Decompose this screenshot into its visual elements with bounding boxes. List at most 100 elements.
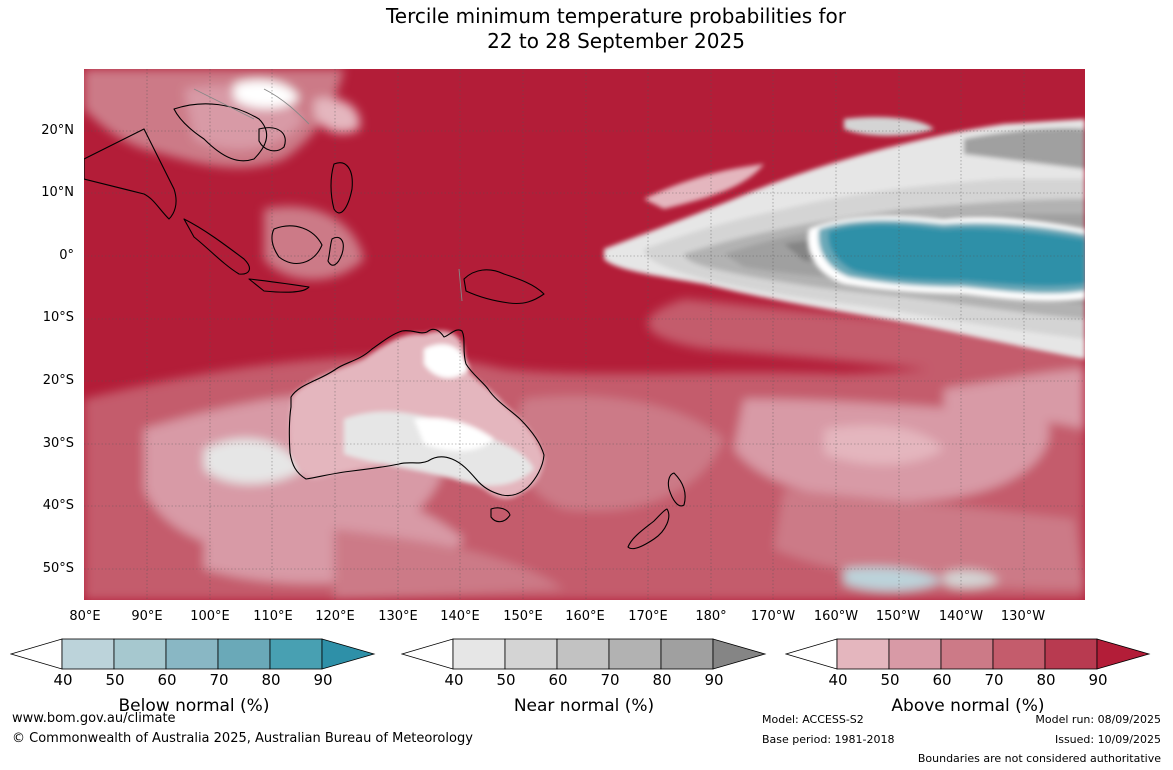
- colorbar-segment: [888, 638, 942, 670]
- colorbar-title-near: Near normal (%): [513, 696, 655, 716]
- colorbar-title-above: Above normal (%): [891, 696, 1045, 716]
- colorbar-tick: 80: [261, 671, 281, 689]
- new-guinea-coast: [463, 269, 545, 305]
- lon-label: 130°W: [1000, 609, 1046, 624]
- lon-label: 100°E: [190, 609, 230, 624]
- colorbar-tick: 80: [652, 671, 672, 689]
- colorbar-tick: 40: [444, 671, 464, 689]
- probability-map: [84, 69, 1085, 600]
- colorbar-tick: 60: [548, 671, 568, 689]
- colorbar-cap-high: [321, 638, 376, 670]
- map-canvas: [84, 69, 1085, 600]
- colorbar-above-normal: [785, 638, 1151, 670]
- coastlines: [84, 103, 686, 550]
- colorbar-tick: 80: [1036, 671, 1056, 689]
- footer-url[interactable]: www.bom.gov.au/climate: [12, 711, 176, 726]
- colorbar-segment: [940, 638, 994, 670]
- asia-mainland-coast: [84, 128, 177, 220]
- colorbar-segment: [836, 638, 890, 670]
- lon-label: 80°E: [69, 609, 101, 624]
- colorbar-tick: 90: [704, 671, 724, 689]
- colorbar-segment: [660, 638, 714, 670]
- grid-lines: [84, 69, 1085, 600]
- colorbar-segment: [1044, 638, 1098, 670]
- southern-field: [84, 299, 1085, 600]
- colorbar-tick: 90: [1088, 671, 1108, 689]
- lon-label: 120°E: [315, 609, 355, 624]
- colorbar-tick: 60: [932, 671, 952, 689]
- sumatra-coast: [183, 218, 250, 275]
- footer-issued: Issued: 10/09/2025: [1054, 733, 1161, 746]
- colorbar-segment: [113, 638, 167, 670]
- lon-label: 150°W: [875, 609, 921, 624]
- lat-label: 50°S: [42, 561, 74, 576]
- lat-label: 0°: [59, 248, 74, 263]
- colorbar-tick: 90: [313, 671, 333, 689]
- hainan-coast: [258, 127, 286, 152]
- australia-field: [289, 330, 544, 499]
- footer-copyright: © Commonwealth of Australia 2025, Austra…: [12, 731, 473, 746]
- colorbar-tick: 40: [828, 671, 848, 689]
- title-line-1: Tercile minimum temperature probabilitie…: [385, 4, 847, 28]
- australia-coast: [288, 328, 545, 497]
- nz-south-coast: [627, 508, 670, 550]
- colorbar-segment: [165, 638, 219, 670]
- colorbar-title-below: Below normal (%): [118, 696, 270, 716]
- borneo-coast: [271, 225, 323, 265]
- lon-label: 140°W: [938, 609, 984, 624]
- philippines-coast: [330, 162, 353, 214]
- colorbar-cap-low: [401, 638, 454, 670]
- colorbar-segment: [556, 638, 610, 670]
- map-title: Tercile minimum temperature probabilitie…: [0, 4, 1173, 54]
- footer-model: Model: ACCESS-S2: [762, 713, 864, 726]
- lon-label: 170°W: [750, 609, 796, 624]
- colorbar-tick: 60: [157, 671, 177, 689]
- tasmania-coast: [490, 507, 511, 523]
- pacific-below-normal: [807, 216, 1085, 302]
- lon-label: 180°: [695, 609, 727, 624]
- colorbar-segment: [608, 638, 662, 670]
- sulawesi-coast: [327, 236, 344, 266]
- colorbar-tick: 50: [496, 671, 516, 689]
- colorbar-segment: [452, 638, 506, 670]
- lat-label: 20°S: [42, 373, 74, 388]
- colorbar-cap-high: [712, 638, 767, 670]
- java-coast: [248, 278, 310, 293]
- nz-north-coast: [667, 472, 686, 507]
- lat-label: 30°S: [42, 436, 74, 451]
- colorbar-segment: [504, 638, 558, 670]
- borders: [193, 88, 463, 302]
- lat-label: 10°N: [41, 185, 74, 200]
- colorbar-segment: [269, 638, 323, 670]
- colorbar-tick: 40: [53, 671, 73, 689]
- lon-label: 160°E: [565, 609, 605, 624]
- lon-label: 140°E: [440, 609, 480, 624]
- lat-label: 20°N: [41, 123, 74, 138]
- colorbar-cap-high: [1096, 638, 1151, 670]
- colorbar-segment: [992, 638, 1046, 670]
- indochina-coast: [173, 103, 268, 162]
- footer-model-run: Model run: 08/09/2025: [1035, 713, 1161, 726]
- colorbar-tick: 70: [600, 671, 620, 689]
- lon-label: 130°E: [378, 609, 418, 624]
- colorbar-tick: 50: [105, 671, 125, 689]
- colorbar-cap-low: [10, 638, 63, 670]
- footer-base-period: Base period: 1981-2018: [762, 733, 895, 746]
- colorbar-tick: 50: [880, 671, 900, 689]
- lon-label: 90°E: [131, 609, 163, 624]
- colorbar-tick: 70: [209, 671, 229, 689]
- lon-label: 160°W: [813, 609, 859, 624]
- colorbar-tick: 70: [984, 671, 1004, 689]
- footer-disclaimer: Boundaries are not considered authoritat…: [917, 752, 1161, 765]
- colorbar-segment: [61, 638, 115, 670]
- colorbar-near-normal: [401, 638, 767, 670]
- colorbar-below-normal: [10, 638, 376, 670]
- lat-label: 40°S: [42, 498, 74, 513]
- lat-label: 10°S: [42, 310, 74, 325]
- colorbar-cap-low: [785, 638, 838, 670]
- colorbar-segment: [217, 638, 271, 670]
- northwest-field: [84, 69, 364, 280]
- lon-label: 170°E: [628, 609, 668, 624]
- title-line-2: 22 to 28 September 2025: [487, 29, 745, 53]
- lon-label: 150°E: [503, 609, 543, 624]
